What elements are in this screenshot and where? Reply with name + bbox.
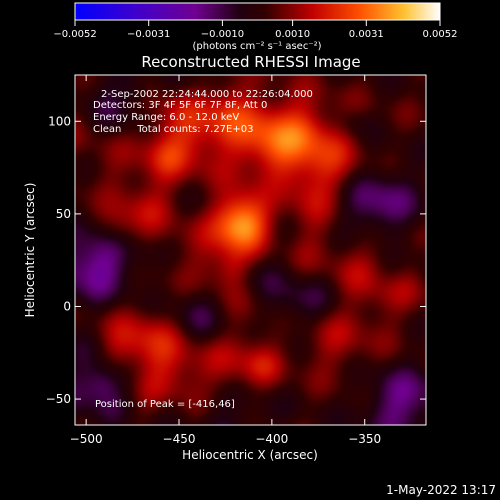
colorbar-tick-label: −0.0010 bbox=[201, 29, 244, 40]
heatmap-image bbox=[75, 75, 426, 425]
colorbar-tick-label: −0.0031 bbox=[127, 29, 170, 40]
colorbar-ticks: −0.0052 −0.0031 −0.0010 0.0010 0.0031 0.0052 bbox=[53, 20, 458, 40]
colorbar-tick-label: −0.0052 bbox=[53, 29, 96, 40]
annotation-detectors: Detectors: 3F 4F 5F 6F 7F 8F, Att 0 bbox=[93, 100, 267, 111]
x-tick-label: −350 bbox=[348, 432, 381, 446]
colorbar bbox=[74, 2, 441, 21]
annotation-time-range: 2-Sep-2002 22:24:44.000 to 22:26:04.000 bbox=[101, 89, 313, 100]
x-axis-label: Heliocentric X (arcsec) bbox=[182, 448, 318, 462]
y-axis-label: Heliocentric Y (arcsec) bbox=[23, 183, 37, 318]
y-tick-label: −50 bbox=[46, 392, 71, 406]
peak-position-label: Position of Peak = [-416,46] bbox=[95, 399, 235, 410]
x-tick-label: −450 bbox=[163, 432, 196, 446]
x-tick-label: −500 bbox=[70, 432, 103, 446]
colorbar-tick-label: 0.0031 bbox=[349, 29, 384, 40]
y-tick-label: 100 bbox=[48, 114, 71, 128]
annotation-energy-range: Energy Range: 6.0 - 12.0 keV bbox=[93, 112, 239, 123]
chart-title: Reconstructed RHESSI Image bbox=[141, 53, 360, 71]
plot-frame bbox=[74, 74, 427, 426]
colorbar-tick-label: 0.0052 bbox=[423, 29, 458, 40]
x-tick-label: −400 bbox=[255, 432, 288, 446]
y-tick-label: 50 bbox=[56, 207, 71, 221]
y-tick-label: 0 bbox=[63, 299, 71, 313]
colorbar-tick-label: 0.0010 bbox=[275, 29, 310, 40]
annotation-clean-counts: Clean Total counts: 7.27E+03 bbox=[93, 124, 253, 135]
colorbar-unit-label: (photons cm⁻² s⁻¹ asec⁻²) bbox=[192, 41, 321, 52]
footer-timestamp: 1-May-2022 13:17 bbox=[386, 483, 496, 497]
